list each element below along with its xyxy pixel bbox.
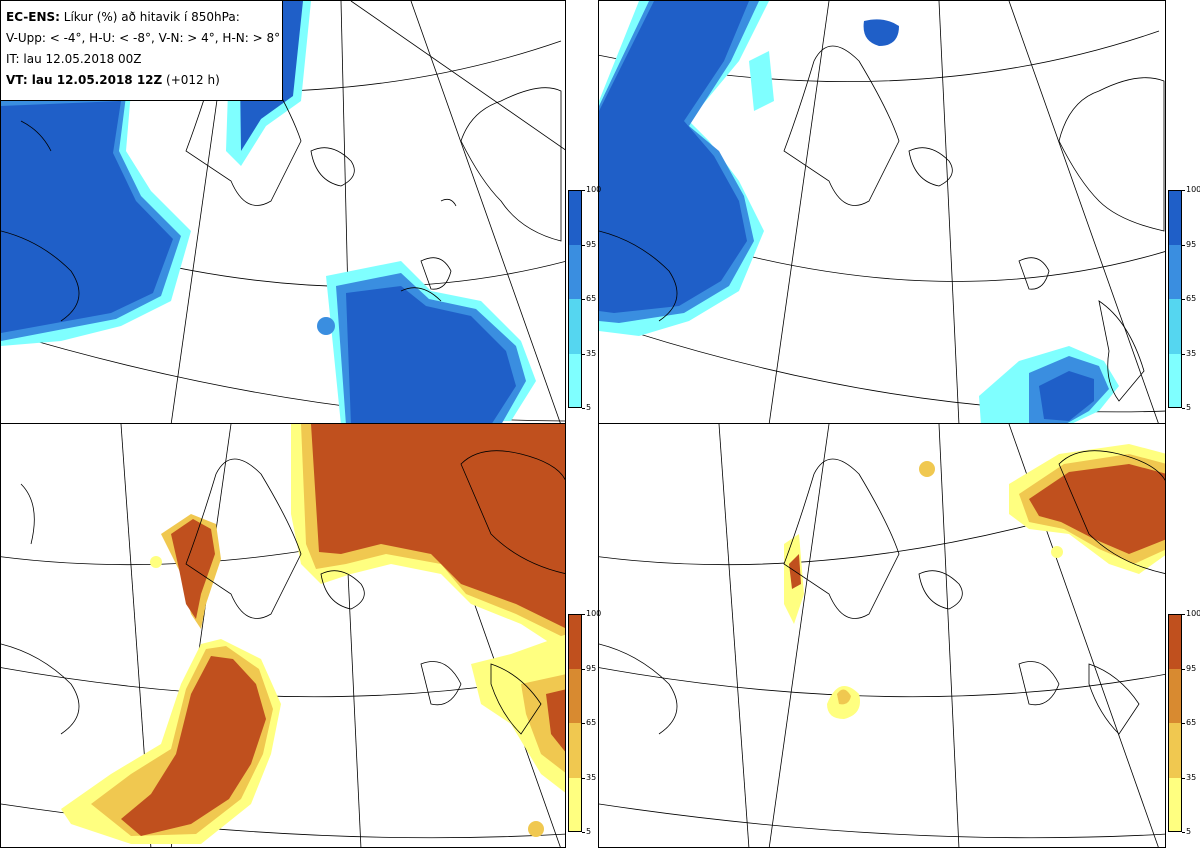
probability-area-cold bbox=[1, 1, 536, 423]
colorbar-tick-mark bbox=[582, 190, 585, 191]
colorbar-tick-label: 5 bbox=[1186, 827, 1192, 836]
colorbar-segment bbox=[1168, 668, 1182, 723]
colorbar-tick-label: 35 bbox=[586, 772, 597, 782]
colorbar-tick-label: 95 bbox=[586, 239, 597, 249]
colorbar-frame bbox=[568, 190, 582, 408]
colorbar-tick-label: 5 bbox=[586, 827, 592, 836]
colorbar-tick-label: 5 bbox=[1186, 403, 1192, 412]
legend-valid-time: VT: lau 12.05.2018 12Z bbox=[6, 73, 163, 87]
legend-box: EC-ENS: Líkur (%) að hitavik í 850hPa: V… bbox=[0, 0, 283, 101]
colorbar-segment bbox=[568, 723, 582, 778]
coastlines bbox=[1, 450, 565, 735]
colorbar-tick-mark bbox=[1182, 723, 1185, 724]
legend-model: EC-ENS: bbox=[6, 10, 60, 24]
colorbar-segment bbox=[568, 299, 582, 354]
colorbar-segment bbox=[1168, 353, 1182, 408]
colorbar-tick-label: 65 bbox=[586, 294, 597, 303]
colorbar-segment bbox=[1168, 777, 1182, 832]
colorbar-tick-mark bbox=[582, 723, 585, 724]
colorbar-tick-mark bbox=[1182, 832, 1185, 833]
colorbar-segment bbox=[1168, 244, 1182, 299]
coastlines bbox=[599, 450, 1165, 735]
colorbar-segment bbox=[568, 614, 582, 669]
colorbar-tick-mark bbox=[1182, 408, 1185, 409]
colorbar-tick-mark bbox=[582, 353, 585, 355]
legend-line-3: IT: lau 12.05.2018 00Z bbox=[6, 52, 142, 66]
colorbar-tick-mark bbox=[582, 299, 585, 300]
colorbar-tick-mark bbox=[582, 614, 585, 615]
colorbar-segment bbox=[568, 777, 582, 832]
legend-variable: Líkur (%) að hitavik í 850hPa: bbox=[59, 10, 240, 24]
map-warm-4 bbox=[1, 424, 565, 847]
colorbar-tick-label: 95 bbox=[1186, 239, 1197, 249]
colorbar-tick-mark bbox=[1182, 353, 1185, 355]
colorbar-frame bbox=[1168, 614, 1182, 832]
colorbar-segment bbox=[568, 353, 582, 408]
colorbar-segment bbox=[1168, 614, 1182, 669]
legend-lead-time: (+012 h) bbox=[162, 73, 220, 87]
colorbar-tick-label: 65 bbox=[586, 718, 597, 727]
legend-line-1: EC-ENS: Líkur (%) að hitavik í 850hPa: bbox=[6, 7, 277, 28]
colorbar-segment bbox=[1168, 190, 1182, 245]
map-panel-warm-8 bbox=[598, 423, 1166, 848]
colorbar-frame bbox=[568, 614, 582, 832]
colorbar-tick-label: 100 bbox=[586, 185, 602, 194]
colorbar-segment bbox=[568, 668, 582, 723]
legend-line-2: V-Upp: < -4°, H-U: < -8°, V-N: > 4°, H-N… bbox=[6, 31, 281, 45]
colorbar-segment bbox=[568, 244, 582, 299]
map-panel-cold-8 bbox=[598, 0, 1166, 424]
colorbar-tick-label: 65 bbox=[1186, 718, 1197, 727]
legend-line-4: VT: lau 12.05.2018 12Z (+012 h) bbox=[6, 70, 277, 91]
colorbar-frame bbox=[1168, 190, 1182, 408]
colorbar-tick-mark bbox=[1182, 777, 1185, 779]
colorbar-tick-label: 100 bbox=[1186, 185, 1200, 194]
colorbar-tick-label: 5 bbox=[586, 403, 592, 412]
map-panel-cold-4 bbox=[0, 0, 566, 424]
colorbar-tick-mark bbox=[1182, 244, 1185, 246]
colorbar-tick-mark bbox=[582, 668, 585, 670]
map-cold-4 bbox=[1, 1, 565, 423]
colorbar-tick-mark bbox=[1182, 190, 1185, 191]
colorbar-tick-mark bbox=[582, 408, 585, 409]
colorbar-tick-mark bbox=[1182, 668, 1185, 670]
colorbar-tick-label: 35 bbox=[1186, 772, 1197, 782]
colorbar-tick-label: 100 bbox=[1186, 609, 1200, 618]
colorbar-tick-label: 35 bbox=[1186, 348, 1197, 358]
map-panel-warm-4 bbox=[0, 423, 566, 848]
colorbar-tick-mark bbox=[582, 777, 585, 779]
colorbar-segment bbox=[1168, 299, 1182, 354]
map-warm-8 bbox=[599, 424, 1165, 847]
colorbar-tick-label: 35 bbox=[586, 348, 597, 358]
colorbar-tick-label: 95 bbox=[1186, 663, 1197, 673]
colorbar-tick-label: 65 bbox=[1186, 294, 1197, 303]
colorbar-segment bbox=[1168, 723, 1182, 778]
colorbar-segment bbox=[568, 190, 582, 245]
map-cold-8 bbox=[599, 1, 1165, 423]
probability-area-warm bbox=[784, 444, 1165, 719]
colorbar-tick-label: 95 bbox=[586, 663, 597, 673]
probability-area-warm bbox=[61, 424, 565, 844]
coastlines bbox=[599, 45, 1165, 402]
probability-area-cold bbox=[599, 1, 1119, 423]
colorbar-tick-mark bbox=[1182, 299, 1185, 300]
colorbar-tick-label: 100 bbox=[586, 609, 602, 618]
colorbar-tick-mark bbox=[582, 832, 585, 833]
colorbar-tick-mark bbox=[1182, 614, 1185, 615]
colorbar-tick-mark bbox=[582, 244, 585, 246]
